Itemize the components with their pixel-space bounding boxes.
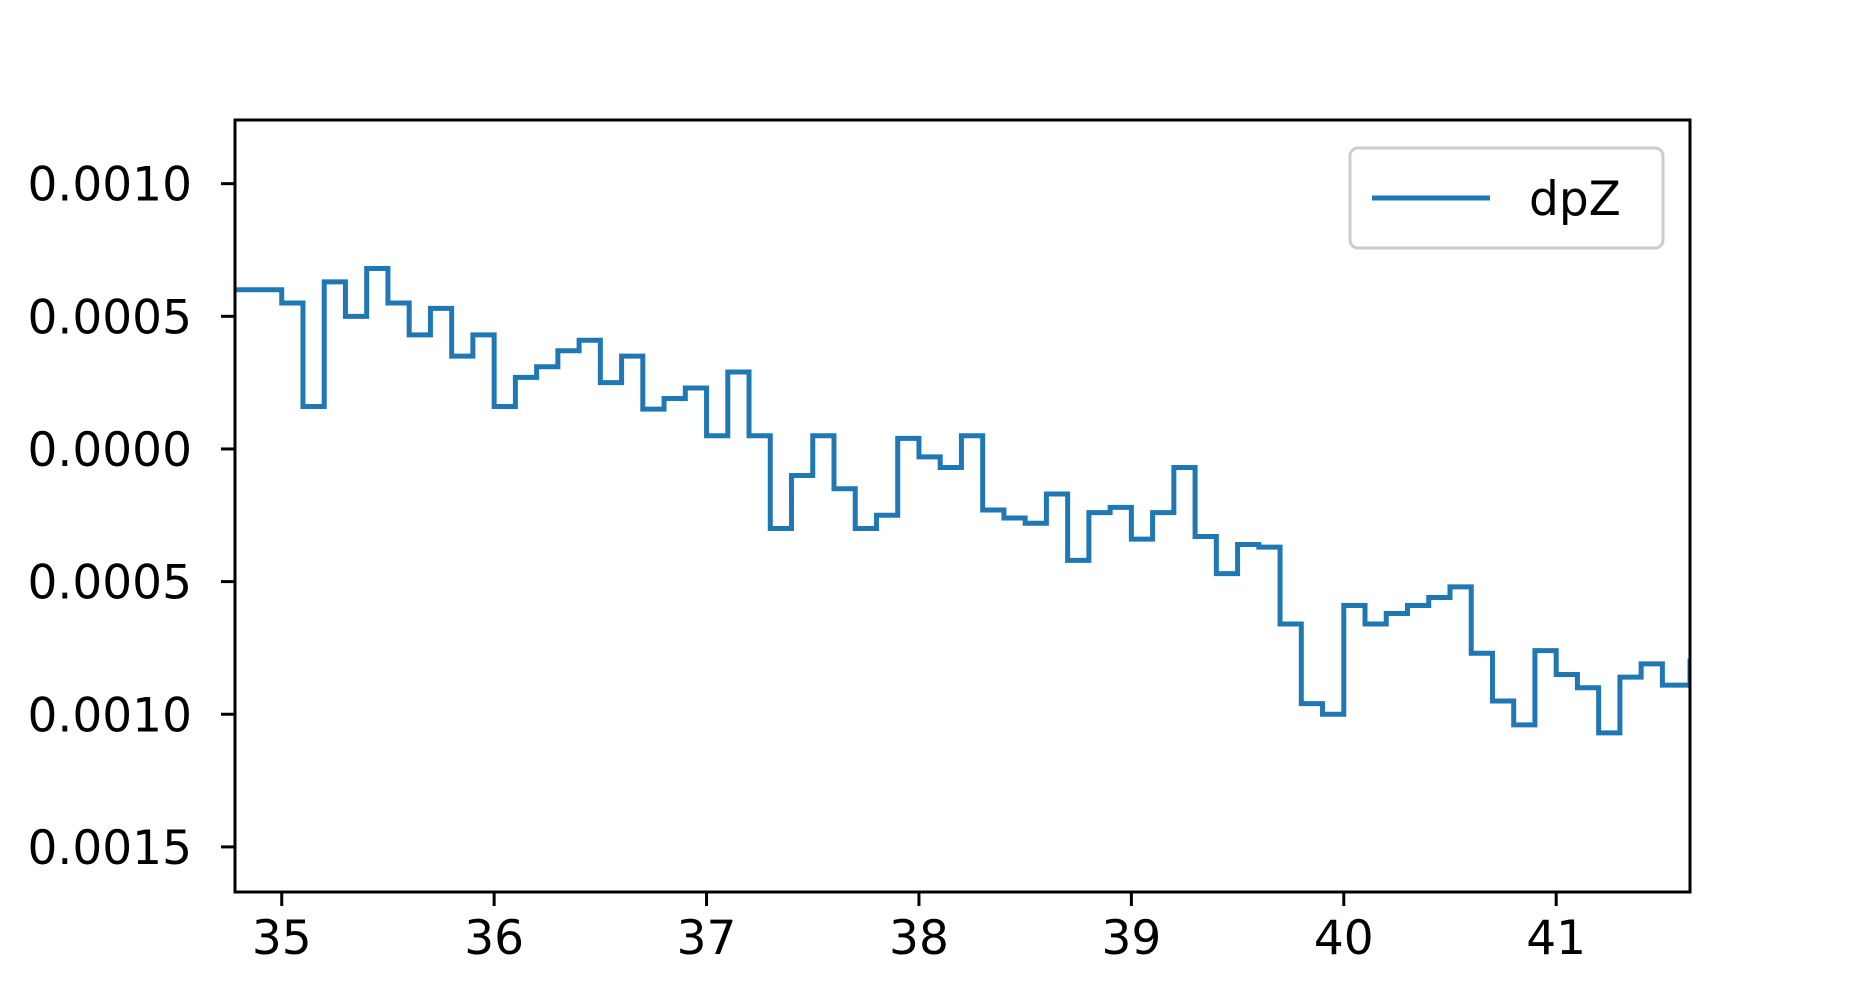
x-tick-label: 36 [464, 911, 524, 966]
y-tick-label: 0.0010 [28, 158, 192, 213]
legend: dpZ [1348, 146, 1665, 250]
y-tick-label: 0.0015 [28, 821, 192, 876]
x-tick-label: 35 [252, 911, 312, 966]
legend-label: dpZ [1529, 172, 1621, 227]
plot-layer [235, 266, 1690, 736]
axes-layer: 35 36 37 38 39 40 41 0.0010 0.0005 0.0000 0.0005 0.… [28, 118, 1692, 966]
legend-box [1348, 146, 1665, 250]
series-line-dpz [235, 266, 1690, 736]
y-tick-label: 0.0005 [28, 290, 192, 345]
x-tick-label: 39 [1101, 911, 1161, 966]
y-tick-label: 0.0000 [28, 423, 192, 478]
x-tick-label: 40 [1314, 911, 1374, 966]
y-tick-label: 0.0005 [28, 556, 192, 611]
x-tick-label: 38 [889, 911, 949, 966]
axes-frame [233, 118, 1692, 894]
x-tick-label: 37 [677, 911, 737, 966]
x-tick-label: 41 [1526, 911, 1586, 966]
y-tick-label: 0.0010 [28, 688, 192, 743]
